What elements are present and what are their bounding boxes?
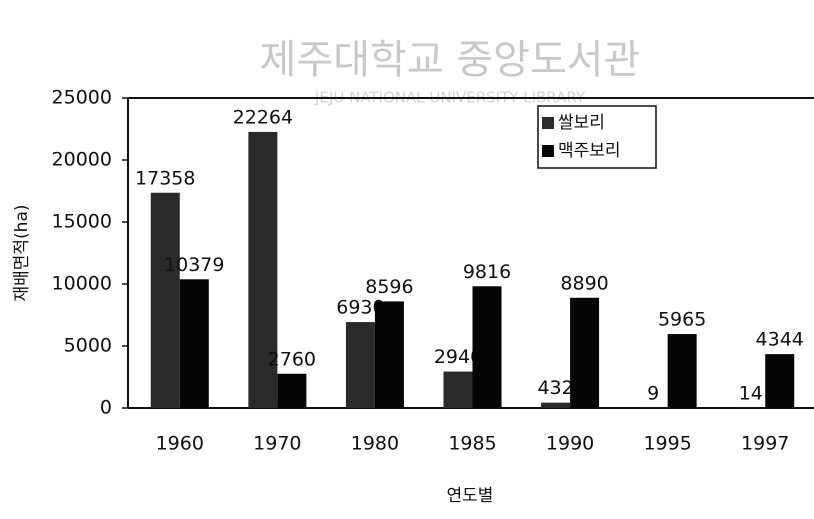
data-label: 9 xyxy=(647,382,659,404)
bar xyxy=(667,334,697,408)
data-label: 432 xyxy=(537,377,573,399)
watermark: 제주대학교 중앙도서관 xyxy=(260,37,641,83)
bar xyxy=(150,192,180,408)
x-tick-label: 1997 xyxy=(741,433,789,455)
bar xyxy=(277,373,307,408)
x-axis-label: 연도별 xyxy=(447,486,494,506)
x-tick-label: 1970 xyxy=(253,433,301,455)
data-label: 4344 xyxy=(756,329,804,351)
x-tick-label: 1990 xyxy=(546,433,594,455)
legend-swatch xyxy=(542,117,554,129)
data-label: 17358 xyxy=(135,167,195,189)
bar xyxy=(179,279,209,408)
legend-swatch xyxy=(542,145,554,157)
data-label: 22264 xyxy=(233,106,293,128)
y-tick-label: 20000 xyxy=(52,149,112,171)
bar xyxy=(541,402,571,408)
y-tick-label: 25000 xyxy=(52,87,112,109)
y-tick-label: 10000 xyxy=(52,273,112,295)
data-label: 9816 xyxy=(463,261,511,283)
data-label: 10379 xyxy=(164,254,224,276)
data-label: 8890 xyxy=(560,272,608,294)
bar xyxy=(345,322,375,408)
data-label: 6930 xyxy=(336,297,384,319)
y-axis-label: 재배면적(ha) xyxy=(12,204,32,301)
data-label: 2940 xyxy=(434,346,482,368)
x-tick-label: 1995 xyxy=(643,433,691,455)
data-label: 5965 xyxy=(658,309,706,331)
y-tick-label: 0 xyxy=(100,397,112,419)
y-tick-label: 5000 xyxy=(64,335,112,357)
x-tick-label: 1980 xyxy=(351,433,399,455)
data-label: 2760 xyxy=(268,348,316,370)
bar xyxy=(765,354,795,408)
bar xyxy=(374,301,404,408)
bar xyxy=(443,371,473,408)
x-tick-label: 1985 xyxy=(448,433,496,455)
legend-label: 쌀보리 xyxy=(558,113,605,133)
legend-box xyxy=(537,105,657,169)
bar xyxy=(570,297,600,408)
bar xyxy=(248,131,278,409)
legend-label: 맥주보리 xyxy=(558,141,621,161)
bar xyxy=(472,286,502,408)
y-tick-label: 15000 xyxy=(52,211,112,233)
data-label: 14 xyxy=(739,382,763,404)
x-tick-label: 1960 xyxy=(156,433,204,455)
data-label: 8596 xyxy=(365,276,413,298)
